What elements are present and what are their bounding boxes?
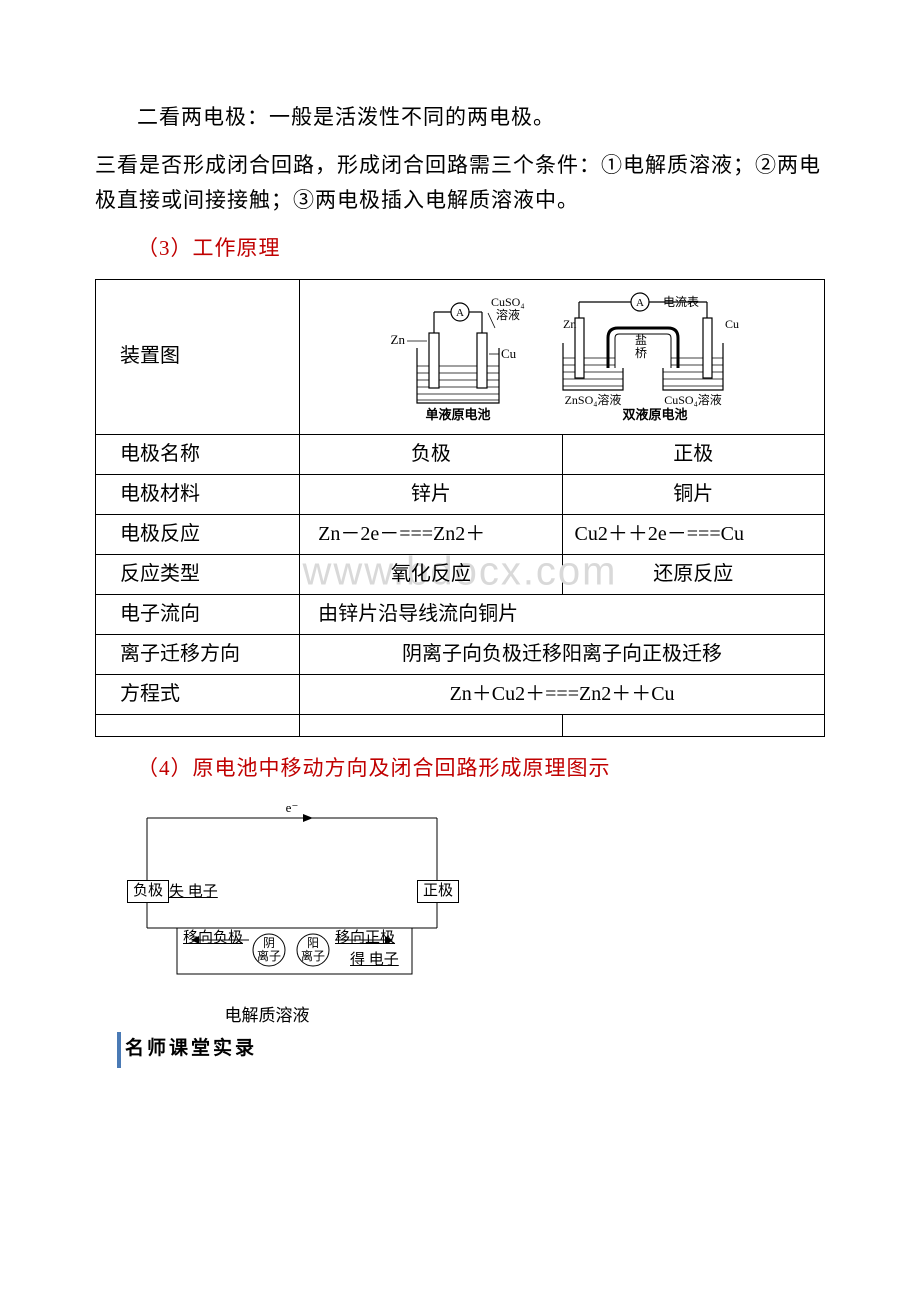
paragraph-look-three: 三看是否形成闭合回路，形成闭合回路需三个条件：①电解质溶液；②两电极直接或间接接… [95, 148, 825, 219]
cu-label: Cu [501, 346, 517, 361]
single-cell-svg: A Zn Cu CuSO₄ 溶液 单液原电池 [369, 288, 539, 423]
svg-text:离子: 离子 [301, 948, 325, 963]
cell-zn: 锌片 [300, 474, 562, 514]
double-caption: 双液原电池 [623, 407, 688, 422]
row-label-type: 反应类型 [96, 554, 300, 594]
svg-text:e⁻: e⁻ [286, 800, 299, 815]
neg-box: 负极 [127, 880, 169, 903]
cu-label-2: Cu [725, 317, 739, 331]
ammeter-a: A [636, 297, 644, 309]
paragraph-look-two: 二看两电极：一般是活泼性不同的两电极。 [95, 100, 825, 136]
cell-ion: 阴离子向负极迁移阳离子向正极迁移 [300, 634, 825, 674]
row-label-material: 电极材料 [96, 474, 300, 514]
ammeter-text: 电流表 [663, 295, 699, 309]
zn-label: Zn [391, 332, 406, 347]
row-label-diagram: 装置图 [96, 279, 300, 434]
loop-caption: 电解质溶液 [167, 1002, 367, 1031]
zn-label-2: Zn [563, 317, 576, 331]
row-label-name: 电极名称 [96, 434, 300, 474]
solution-label: CuSO₄ [491, 295, 525, 309]
gain-e: 得 电子 [350, 948, 399, 974]
single-caption: 单液原电池 [426, 407, 491, 422]
cell-oxid: www.bdocx.com 氧化反应 [300, 554, 562, 594]
svg-text:桥: 桥 [635, 346, 647, 360]
solution-sub: 溶液 [496, 307, 520, 322]
row-label-ion: 离子迁移方向 [96, 634, 300, 674]
to-neg: 移向负极 [183, 926, 243, 952]
ammeter-label: A [456, 307, 464, 319]
diagram-cell: A Zn Cu CuSO₄ 溶液 单液原电池 [300, 279, 825, 434]
right-sol: CuSO₄溶液 [664, 392, 722, 407]
cell-cu: 铜片 [562, 474, 824, 514]
svg-text:离子: 离子 [257, 948, 281, 963]
section-loop-heading: （4）原电池中移动方向及闭合回路形成原理图示 [95, 751, 825, 787]
pos-box: 正极 [417, 880, 459, 903]
cell-neg: 负极 [300, 434, 562, 474]
loop-diagram: e⁻ 阴 离子 阳 离子 负极 正极 失 电子 移向负极 移向正极 得 电子 电… [117, 798, 487, 1018]
lose-e: 失 电子 [169, 880, 218, 906]
left-sol: ZnSO₄溶液 [565, 392, 622, 407]
section-principle-heading: （3）工作原理 [95, 231, 825, 267]
double-cell-svg: A 电流表 Zn Cu 盐 桥 ZnSO₄溶液 CuSO₄溶液 双液原电池 [545, 288, 755, 423]
row-label-equation: 方程式 [96, 674, 300, 714]
row-label-reaction: 电极反应 [96, 514, 300, 554]
row-label-eflow: 电子流向 [96, 594, 300, 634]
cell-cu-react: Cu2＋＋2e－===Cu [562, 514, 824, 554]
cell-eflow: 由锌片沿导线流向铜片 [300, 594, 825, 634]
cell-zn-react: Zn－2e－===Zn2＋ [300, 514, 562, 554]
footer-title: 名师课堂实录 [117, 1032, 263, 1067]
svg-text:盐: 盐 [635, 333, 647, 347]
principle-table: 装置图 [95, 279, 825, 737]
svg-text:阴: 阴 [263, 936, 275, 950]
cell-reduce: 还原反应 [562, 554, 824, 594]
cell-pos: 正极 [562, 434, 824, 474]
svg-text:阳: 阳 [307, 936, 319, 950]
cell-equation: Zn＋Cu2＋===Zn2＋＋Cu [300, 674, 825, 714]
